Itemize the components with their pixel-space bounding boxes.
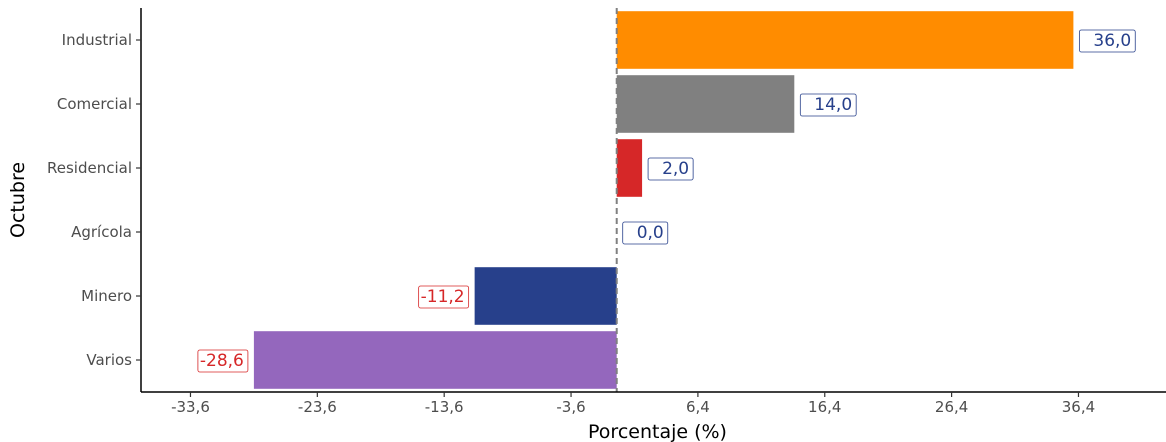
y-tick-label-5: Varios [86, 351, 132, 369]
y-axis-title: Octubre [7, 162, 29, 238]
value-label-5: -28,6 [200, 351, 244, 371]
x-tick-label-1: -23,6 [298, 398, 337, 416]
y-axis-ticks: Industrial Comercial Residencial Agrícola Mi… [47, 31, 141, 369]
value-label-group-1: 14,0 [799, 93, 857, 117]
y-tick-label-3: Agrícola [71, 223, 132, 241]
value-label-box-1 [799, 93, 857, 117]
y-tick-label-0: Industrial [62, 31, 132, 49]
value-label-box-3 [622, 221, 669, 245]
bar-5 [253, 331, 617, 389]
bar-0 [616, 11, 1074, 69]
value-label-group-3: 0,0 [622, 221, 669, 245]
x-tick-label-7: 36,4 [1062, 398, 1095, 416]
x-axis-title: Porcentaje (%) [588, 421, 727, 442]
value-label-box-0 [1078, 29, 1136, 53]
value-label-box-2 [647, 157, 694, 181]
y-tick-label-1: Comercial [57, 95, 132, 113]
data-labels: 36,0 14,0 2,0 0,0 -11,2 -28,6 [197, 29, 1136, 373]
x-tick-label-2: -13,6 [425, 398, 464, 416]
value-label-box-4 [418, 285, 470, 309]
x-tick-label-5: 16,4 [808, 398, 841, 416]
y-tick-label-4: Minero [81, 287, 132, 305]
bar-2 [616, 139, 643, 197]
bar-1 [616, 75, 795, 133]
value-label-group-5: -28,6 [197, 349, 249, 373]
value-label-1: 14,0 [814, 95, 852, 115]
x-axis-ticks: -33,6 -23,6 -13,6 -3,6 6,4 16,4 26,4 36,4 [171, 392, 1095, 416]
x-tick-label-6: 26,4 [935, 398, 968, 416]
y-tick-label-2: Residencial [47, 159, 132, 177]
value-label-box-5 [197, 349, 249, 373]
x-tick-label-0: -33,6 [171, 398, 210, 416]
bar-4 [474, 267, 617, 325]
bars [253, 11, 1074, 389]
value-label-group-4: -11,2 [418, 285, 470, 309]
value-label-group-0: 36,0 [1078, 29, 1136, 53]
x-tick-label-4: 6,4 [686, 398, 710, 416]
value-label-group-2: 2,0 [647, 157, 694, 181]
value-label-2: 2,0 [662, 159, 689, 179]
x-tick-label-3: -3,6 [556, 398, 585, 416]
value-label-0: 36,0 [1093, 31, 1131, 51]
value-label-3: 0,0 [637, 223, 664, 243]
value-label-4: -11,2 [421, 287, 465, 307]
